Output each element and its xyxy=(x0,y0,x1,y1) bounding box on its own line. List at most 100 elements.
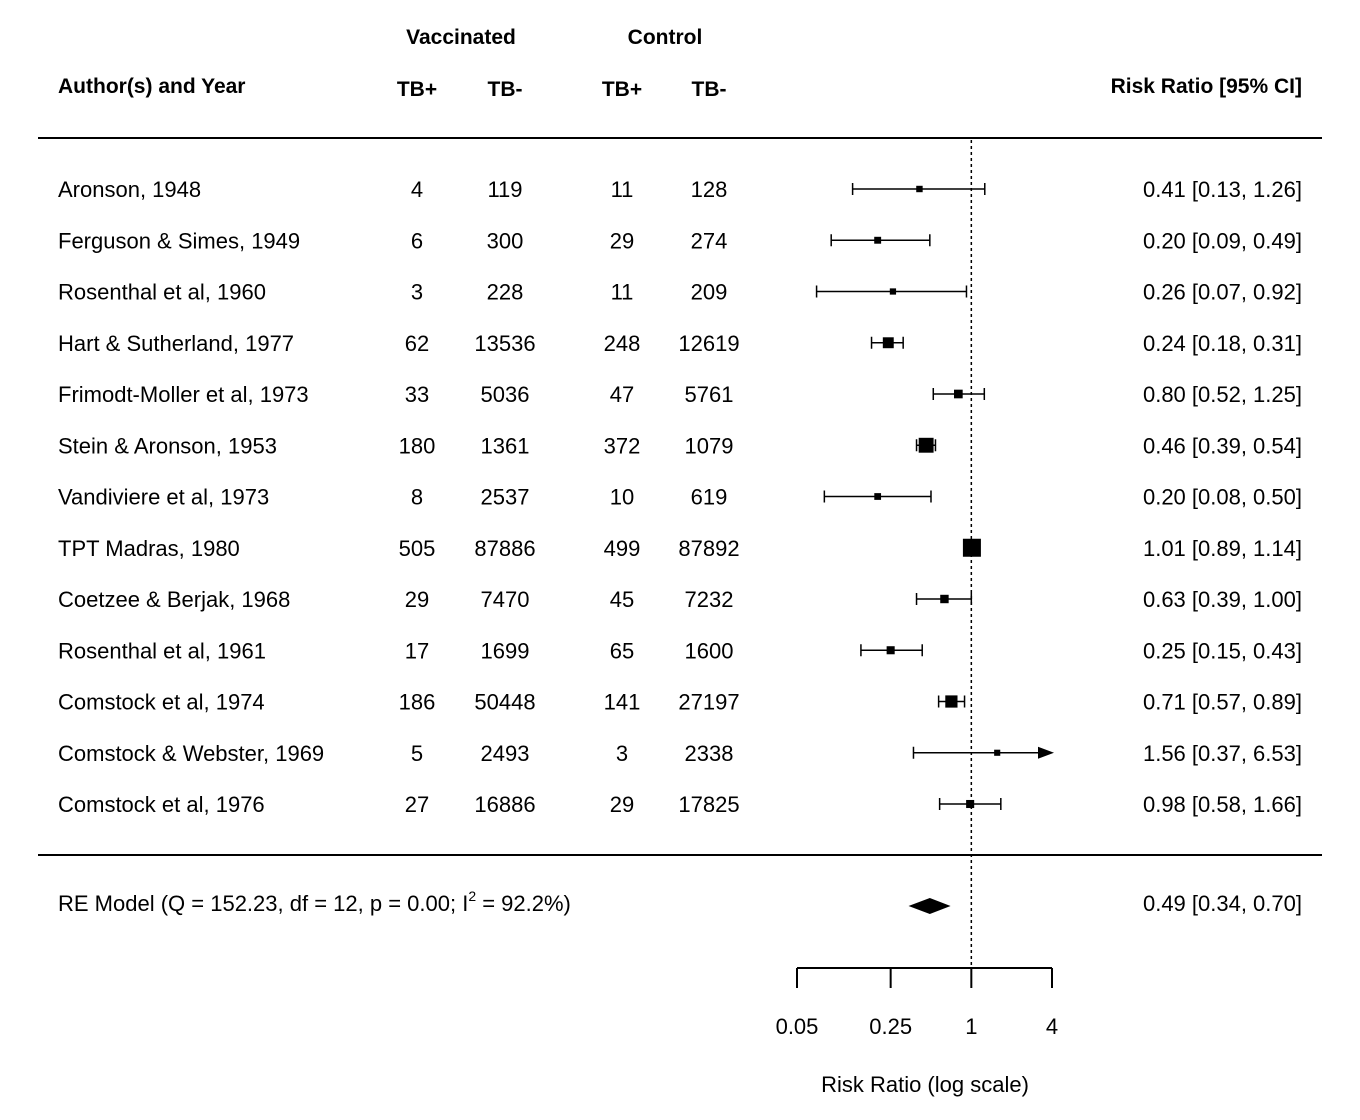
study-label: Comstock & Webster, 1969 xyxy=(58,741,324,766)
vacc-pos-value: 4 xyxy=(411,177,423,202)
x-tick-label: 0.25 xyxy=(869,1014,912,1039)
ctrl-neg-header: TB- xyxy=(692,78,727,101)
study-row: Comstock et al, 1974 186 50448 141 27197 0.71… xyxy=(58,690,1302,715)
vacc-pos-value: 5 xyxy=(411,741,423,766)
effect-text: 0.41 [0.13, 1.26] xyxy=(1143,177,1302,202)
ctrl-pos-value: 3 xyxy=(616,741,628,766)
vacc-neg-value: 119 xyxy=(487,177,522,202)
study-column-header: Author(s) and Year xyxy=(58,75,245,98)
vacc-pos-value: 8 xyxy=(411,485,423,510)
x-tick-label: 1 xyxy=(965,1014,977,1039)
effect-text: 0.80 [0.52, 1.25] xyxy=(1143,382,1302,407)
study-row: Stein & Aronson, 1953 180 1361 372 1079 0.46 … xyxy=(58,433,1302,458)
ctrl-neg-value: 12619 xyxy=(678,331,739,356)
study-label: Comstock et al, 1976 xyxy=(58,792,265,817)
point-estimate xyxy=(882,337,894,349)
study-row: Coetzee & Berjak, 1968 29 7470 45 7232 0.63 [… xyxy=(58,587,1302,612)
study-row: Ferguson & Simes, 1949 6 300 29 274 0.20 [0.0… xyxy=(58,228,1302,253)
point-estimate xyxy=(874,236,882,244)
study-label: Rosenthal et al, 1961 xyxy=(58,638,266,663)
summary-label-main: RE Model (Q = 152.23, df = 12, p = 0.00;… xyxy=(58,891,468,916)
study-label: Comstock et al, 1974 xyxy=(58,690,265,715)
effect-text: 0.25 [0.15, 0.43] xyxy=(1143,638,1302,663)
ctrl-pos-value: 248 xyxy=(604,331,641,356)
summary-label-superscript: 2 xyxy=(468,888,476,904)
study-row: Hart & Sutherland, 1977 62 13536 248 12619 0.… xyxy=(58,331,1302,356)
study-row: Vandiviere et al, 1973 8 2537 10 619 0.20 [0.… xyxy=(58,485,1302,510)
study-row: Frimodt-Moller et al, 1973 33 5036 47 5761 0.… xyxy=(58,382,1302,407)
effect-text: 0.24 [0.18, 0.31] xyxy=(1143,331,1302,356)
ctrl-pos-value: 10 xyxy=(610,485,634,510)
group-header-control: Control xyxy=(628,26,703,49)
x-axis: 0.05 0.25 1 4 xyxy=(776,967,1058,1039)
vacc-neg-header: TB- xyxy=(488,78,523,101)
group-header-vaccinated: Vaccinated xyxy=(406,26,516,49)
study-label: Hart & Sutherland, 1977 xyxy=(58,331,294,356)
point-estimate xyxy=(945,695,958,708)
vacc-pos-header: TB+ xyxy=(397,78,437,101)
vacc-pos-value: 17 xyxy=(405,638,429,663)
ctrl-neg-value: 5761 xyxy=(685,382,734,407)
effect-column-header: Risk Ratio [95% CI] xyxy=(1111,75,1302,98)
ctrl-pos-value: 11 xyxy=(611,280,634,305)
vacc-pos-value: 62 xyxy=(405,331,429,356)
summary-effect-text: 0.49 [0.34, 0.70] xyxy=(1143,891,1302,916)
vacc-pos-value: 3 xyxy=(411,280,423,305)
vacc-pos-value: 29 xyxy=(405,587,429,612)
x-axis-title: Risk Ratio (log scale) xyxy=(821,1072,1029,1097)
study-label: Rosenthal et al, 1960 xyxy=(58,280,266,305)
effect-text: 0.46 [0.39, 0.54] xyxy=(1143,433,1302,458)
study-row: Rosenthal et al, 1961 17 1699 65 1600 0.25 [0… xyxy=(58,638,1302,663)
ctrl-pos-value: 29 xyxy=(610,228,634,253)
vacc-neg-value: 2537 xyxy=(481,485,530,510)
summary-diamond xyxy=(908,898,951,914)
study-label: TPT Madras, 1980 xyxy=(58,536,240,561)
vacc-neg-value: 13536 xyxy=(474,331,535,356)
ctrl-neg-value: 619 xyxy=(691,485,728,510)
point-estimate xyxy=(966,799,975,809)
vacc-pos-value: 33 xyxy=(405,382,429,407)
ctrl-pos-header: TB+ xyxy=(602,78,642,101)
summary-label: RE Model (Q = 152.23, df = 12, p = 0.00;… xyxy=(58,888,571,916)
ctrl-neg-value: 274 xyxy=(691,228,728,253)
ci-arrow xyxy=(1038,746,1054,759)
vacc-pos-value: 6 xyxy=(411,228,423,253)
point-estimate xyxy=(954,389,963,399)
vacc-pos-value: 186 xyxy=(399,690,436,715)
effect-text: 0.63 [0.39, 1.00] xyxy=(1143,587,1302,612)
ctrl-pos-value: 47 xyxy=(610,382,634,407)
vacc-neg-value: 7470 xyxy=(481,587,530,612)
vacc-neg-value: 1361 xyxy=(481,433,530,458)
vacc-pos-value: 180 xyxy=(399,433,436,458)
ctrl-neg-value: 27197 xyxy=(678,690,739,715)
effect-text: 0.26 [0.07, 0.92] xyxy=(1143,280,1302,305)
effect-text: 0.20 [0.08, 0.50] xyxy=(1143,485,1302,510)
study-label: Ferguson & Simes, 1949 xyxy=(58,228,300,253)
ctrl-pos-value: 29 xyxy=(610,792,634,817)
ctrl-pos-value: 372 xyxy=(604,433,641,458)
study-label: Coetzee & Berjak, 1968 xyxy=(58,587,290,612)
study-row: Comstock & Webster, 1969 5 2493 3 2338 1.56 [… xyxy=(58,741,1302,766)
ctrl-neg-value: 128 xyxy=(691,177,728,202)
ctrl-pos-value: 141 xyxy=(604,690,641,715)
vacc-neg-value: 1699 xyxy=(481,638,530,663)
study-row: Comstock et al, 1976 27 16886 29 17825 0.98 [… xyxy=(58,792,1302,817)
point-estimate xyxy=(874,493,882,500)
point-estimate xyxy=(994,749,1001,756)
effect-text: 1.56 [0.37, 6.53] xyxy=(1143,741,1302,766)
ctrl-neg-value: 1079 xyxy=(685,433,734,458)
study-row: Aronson, 1948 4 119 11 128 0.41 [0.13, 1.26] xyxy=(58,177,1302,202)
ctrl-neg-value: 2338 xyxy=(685,741,734,766)
point-estimate xyxy=(886,646,895,655)
summary-label-tail: = 92.2%) xyxy=(476,891,571,916)
ctrl-neg-value: 209 xyxy=(691,280,728,305)
vacc-neg-value: 5036 xyxy=(481,382,530,407)
vacc-neg-value: 2493 xyxy=(481,741,530,766)
vacc-neg-value: 300 xyxy=(487,228,524,253)
study-label: Vandiviere et al, 1973 xyxy=(58,485,269,510)
point-estimate xyxy=(889,288,897,295)
point-estimate xyxy=(962,538,981,557)
effect-text: 1.01 [0.89, 1.14] xyxy=(1143,536,1302,561)
vacc-neg-value: 50448 xyxy=(474,690,535,715)
study-row: TPT Madras, 1980 505 87886 499 87892 1.01 [0.… xyxy=(58,536,1302,561)
